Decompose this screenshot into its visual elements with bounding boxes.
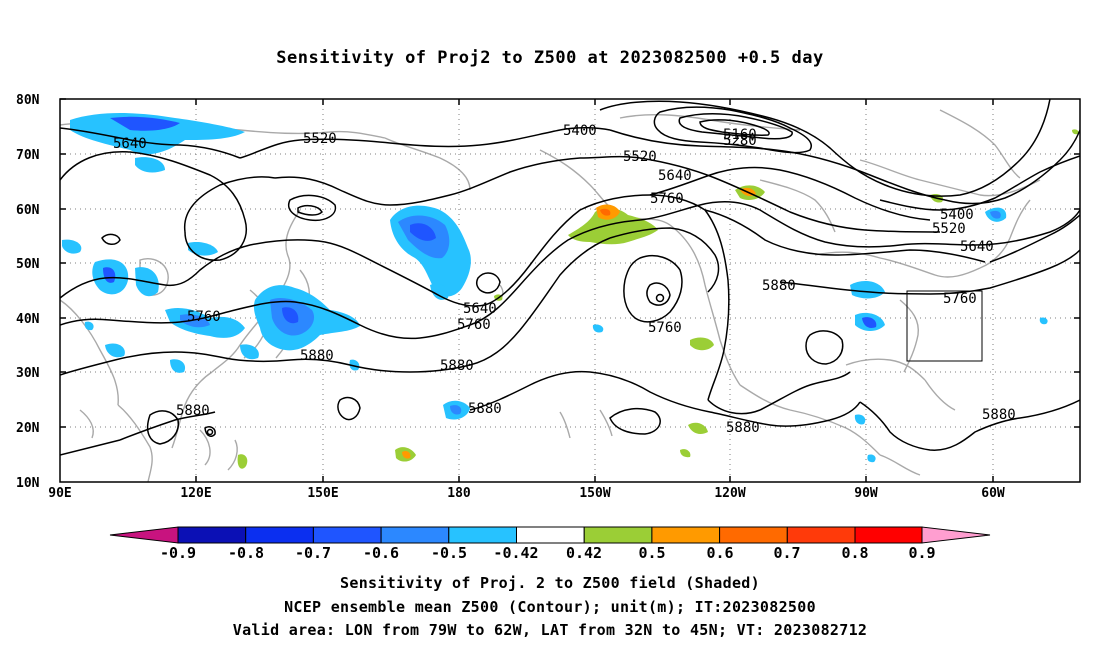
svg-text:5880: 5880 [176, 403, 210, 419]
map-plot-area: 5640 5520 5400 5160 5280 5520 5640 5760 … [60, 99, 1080, 482]
lat-label: 10N [16, 476, 40, 491]
lat-label: 30N [16, 366, 40, 381]
neg-region-great-lakes [850, 280, 885, 299]
lat-label: 80N [16, 93, 40, 108]
coastlines [60, 109, 1041, 482]
colorbar-label: 0.8 [841, 544, 868, 562]
svg-text:5640: 5640 [113, 136, 147, 152]
lon-label: 60W [981, 486, 1005, 501]
valid-area-box [906, 290, 983, 362]
caption-valid-area: Valid area: LON from 79W to 62W, LAT fro… [232, 621, 868, 639]
map-frame [59, 98, 1081, 483]
colorbar-labels: -0.9 -0.8 -0.7 -0.6 -0.5 -0.42 0.42 0.5 … [160, 544, 936, 562]
lon-label: 150E [307, 486, 338, 501]
lon-label: 90E [48, 486, 71, 501]
colorbar-label: -0.42 [493, 544, 538, 562]
colorbar-low-arrow [109, 526, 179, 544]
pos-region-alaska-gulf [568, 208, 658, 245]
svg-text:5160: 5160 [723, 127, 757, 143]
colorbar-label: 0.6 [706, 544, 733, 562]
svg-text:5880: 5880 [440, 358, 474, 374]
svg-text:5640: 5640 [463, 301, 497, 317]
lat-label: 40N [16, 312, 40, 327]
svg-text:5760: 5760 [457, 317, 491, 333]
colorbar [109, 526, 991, 544]
svg-text:5760: 5760 [650, 191, 684, 207]
svg-text:5400: 5400 [940, 207, 974, 223]
svg-text:5880: 5880 [300, 348, 334, 364]
svg-text:5520: 5520 [623, 149, 657, 165]
colorbar-high-arrow [921, 526, 991, 544]
lat-label: 70N [16, 148, 40, 163]
latitude-labels: 80N 70N 60N 50N 40N 30N 20N 10N [16, 93, 40, 491]
colorbar-label: -0.9 [160, 544, 196, 562]
lon-label: 90W [854, 486, 878, 501]
colorbar-label: 0.42 [566, 544, 602, 562]
axis-ticks [60, 98, 1080, 482]
svg-text:5400: 5400 [563, 123, 597, 139]
caption-contour: NCEP ensemble mean Z500 (Contour); unit(… [284, 598, 816, 616]
lon-label: 120E [180, 486, 211, 501]
lon-label: 120W [714, 486, 745, 501]
contour-labels: 5640 5520 5400 5160 5280 5520 5640 5760 … [113, 123, 1016, 436]
z500-contours [60, 99, 1080, 456]
lat-label: 60N [16, 203, 40, 218]
colorbar-label: 0.5 [638, 544, 665, 562]
colorbar-label: 0.7 [773, 544, 800, 562]
svg-text:5880: 5880 [468, 401, 502, 417]
colorbar-label: -0.8 [228, 544, 264, 562]
svg-text:5760: 5760 [648, 320, 682, 336]
neg-region-mongolia [62, 239, 82, 254]
map-title: Sensitivity of Proj2 to Z500 at 20230825… [276, 48, 824, 68]
svg-text:5640: 5640 [658, 168, 692, 184]
lon-label: 150W [579, 486, 610, 501]
svg-text:5880: 5880 [726, 420, 760, 436]
svg-text:5760: 5760 [187, 309, 221, 325]
svg-text:5880: 5880 [982, 407, 1016, 423]
lat-label: 50N [16, 257, 40, 272]
neg-region-siberia-north [70, 113, 245, 155]
colorbar-label: -0.7 [295, 544, 331, 562]
svg-text:5520: 5520 [932, 221, 966, 237]
lat-label: 20N [16, 421, 40, 436]
colorbar-label: 0.9 [908, 544, 935, 562]
svg-text:5520: 5520 [303, 131, 337, 147]
svg-text:5880: 5880 [762, 278, 796, 294]
lon-label: 180 [447, 486, 471, 501]
svg-text:5760: 5760 [943, 291, 977, 307]
colorbar-label: -0.6 [363, 544, 399, 562]
svg-text:5640: 5640 [960, 239, 994, 255]
svg-text:5280: 5280 [723, 133, 757, 149]
colorbar-label: -0.5 [431, 544, 467, 562]
caption-shading: Sensitivity of Proj. 2 to Z500 field (Sh… [340, 574, 760, 592]
longitude-labels: 90E 120E 150E 180 150W 120W 90W 60W [48, 486, 1005, 501]
